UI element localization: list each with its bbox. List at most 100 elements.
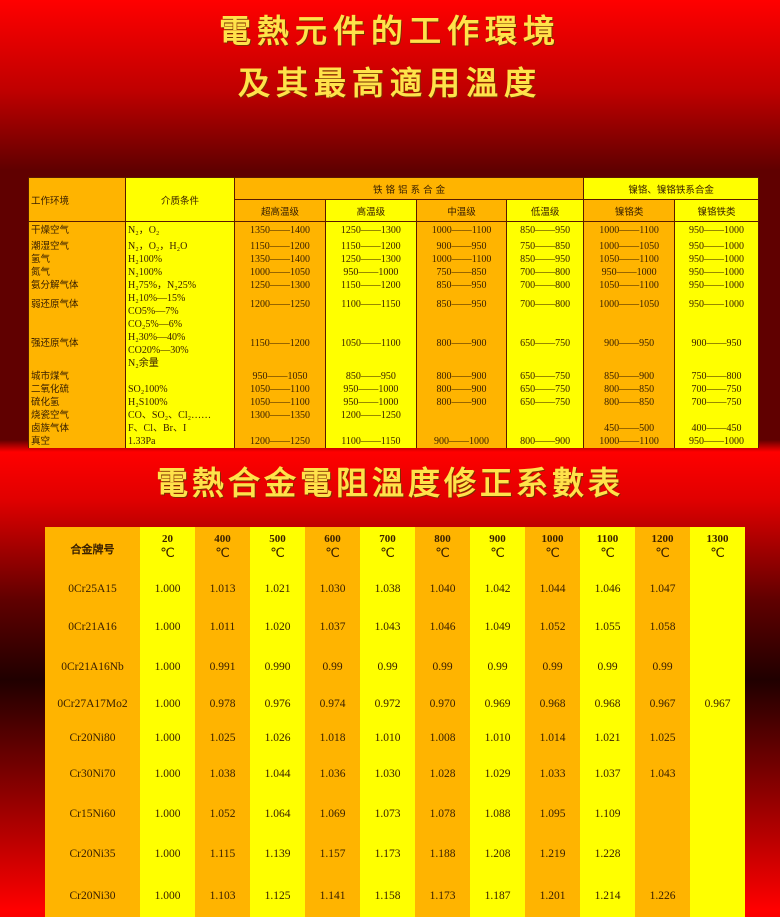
header-temperature: 800 ℃ <box>415 527 470 571</box>
coefficient-cell: 1.046 <box>580 571 635 607</box>
temperature-range-cell: 850——950 <box>506 221 585 240</box>
medium-line: H₂30%—40% <box>128 331 186 343</box>
coefficient-cell: 1.208 <box>470 834 525 874</box>
celsius-unit: ℃ <box>655 545 670 560</box>
coefficient-cell: 1.095 <box>525 794 580 834</box>
medium-line: CO₂5%—6% <box>128 318 183 330</box>
table-row: 烧瓷空气 CO、SO₂、Cl₂…… 1300——1350 1200——1250 <box>28 408 759 422</box>
medium-cell: H₂100% <box>125 252 235 266</box>
coefficient-cell: 0.967 <box>690 687 745 721</box>
alloy-grade-cell: 0Cr21A16 <box>45 607 140 647</box>
medium-line: H₂S100% <box>128 396 168 408</box>
temperature-range-cell: 1150——1200 <box>234 239 326 253</box>
temperature-range-cell: 1200——1250 <box>234 291 326 318</box>
coefficient-cell <box>690 754 745 794</box>
table-row: 0Cr25A15 1.000 1.013 1.021 1.030 1.038 1.040 1.… <box>45 571 745 607</box>
coefficient-cell: 1.078 <box>415 794 470 834</box>
temperature-range-cell <box>415 421 508 435</box>
temperature-range-cell: 1050——1100 <box>234 395 326 409</box>
coefficient-cell: 1.000 <box>140 754 195 794</box>
temperature-range-cell: 850——950 <box>506 252 585 266</box>
coefficient-cell: 1.040 <box>415 571 470 607</box>
temperature-range-cell: 950——1000 <box>324 265 417 279</box>
coefficient-cell: 1.000 <box>140 607 195 647</box>
coefficient-cell: 1.030 <box>305 571 360 607</box>
table-row: 弱还原气体 H₂10%—15% CO5%—7% 1200——1250 1100——115… <box>28 291 759 318</box>
table-row: 氢气 H₂100% 1350——1400 1250——1300 1000——1100 85… <box>28 252 759 266</box>
temperature-range-cell: 800——900 <box>506 434 585 448</box>
table-row: 强还原气体 CO₂5%—6% H₂30%—40% CO20%—30% N₂余量 1150—… <box>28 317 759 370</box>
temperature-range-cell: 900——950 <box>674 317 759 370</box>
subheader: 低温级 <box>506 199 585 222</box>
coefficient-cell <box>690 834 745 874</box>
table-row: 氮气 N₂100% 1000——1050 950——1000 750——850 700——… <box>28 265 759 279</box>
coefficient-cell: 1.043 <box>360 607 415 647</box>
subheader: 超高温级 <box>234 199 326 222</box>
coefficient-cell: 0.99 <box>360 647 415 687</box>
coefficient-cell: 1.018 <box>305 721 360 754</box>
coefficient-cell: 1.037 <box>305 607 360 647</box>
celsius-unit: ℃ <box>215 545 230 560</box>
table-row: 0Cr21A16 1.000 1.011 1.020 1.037 1.043 1.046 1.… <box>45 607 745 647</box>
temperature-range-cell <box>415 408 508 422</box>
celsius-unit: ℃ <box>160 545 175 560</box>
header-temperature: 500 ℃ <box>250 527 305 571</box>
coefficient-cell: 1.000 <box>140 647 195 687</box>
temperature-range-cell: 1050——1100 <box>583 278 676 292</box>
temperature-range-cell: 1200——1250 <box>234 434 326 448</box>
temperature-value: 700 <box>379 533 396 545</box>
coefficient-cell <box>690 794 745 834</box>
coefficient-cell: 0.99 <box>580 647 635 687</box>
coefficient-cell: 1.044 <box>525 571 580 607</box>
coefficient-cell: 1.125 <box>250 874 305 917</box>
header-fecral-group: 铁 铬 铝 系 合 金 <box>233 177 585 200</box>
medium-cell: N₂，O₂ <box>125 221 235 240</box>
alloy-grade-cell: Cr20Ni30 <box>45 874 140 917</box>
coefficient-cell: 1.219 <box>525 834 580 874</box>
environment-cell: 强还原气体 <box>28 317 126 370</box>
header-temperature: 400 ℃ <box>195 527 250 571</box>
coefficient-cell: 1.173 <box>360 834 415 874</box>
page-title-line-1: 電熱元件的工作環境 <box>218 12 561 50</box>
section-title: 電熱合金電阻溫度修正系數表 <box>155 464 624 502</box>
temperature-range-cell: 700——800 <box>506 265 585 279</box>
coefficient-cell: 1.037 <box>580 754 635 794</box>
environment-cell: 真空 <box>28 434 126 448</box>
temperature-range-cell: 1000——1050 <box>583 291 676 318</box>
coefficient-cell: 1.030 <box>360 754 415 794</box>
coefficient-cell: 1.036 <box>305 754 360 794</box>
header-environment: 工作环境 <box>28 177 126 222</box>
temperature-range-cell <box>506 408 585 422</box>
temperature-range-cell: 1200——1250 <box>324 408 417 422</box>
celsius-unit: ℃ <box>545 545 560 560</box>
coefficient-cell: 1.226 <box>635 874 690 917</box>
temperature-range-cell: 950——1000 <box>674 291 759 318</box>
coefficient-cell: 0.99 <box>635 647 690 687</box>
temperature-range-cell: 800——850 <box>583 395 676 409</box>
coefficient-cell <box>635 834 690 874</box>
coefficient-cell: 1.000 <box>140 794 195 834</box>
temperature-range-cell <box>506 421 585 435</box>
coefficient-cell: 1.000 <box>140 721 195 754</box>
coefficient-cell: 1.038 <box>360 571 415 607</box>
coefficient-cell: 1.000 <box>140 687 195 721</box>
coefficient-cell <box>690 607 745 647</box>
temperature-range-cell: 1250——1300 <box>324 221 417 240</box>
temperature-range-cell: 1150——1200 <box>324 239 417 253</box>
coefficient-cell: 1.011 <box>195 607 250 647</box>
temperature-range-cell: 1000——1100 <box>583 221 676 240</box>
temperature-range-cell: 800——900 <box>415 395 508 409</box>
temperature-range-cell: 1250——1300 <box>234 278 326 292</box>
environment-cell: 二氧化硫 <box>28 382 126 396</box>
coefficient-cell: 1.073 <box>360 794 415 834</box>
coefficient-cell: 1.115 <box>195 834 250 874</box>
coefficient-cell: 1.044 <box>250 754 305 794</box>
temperature-range-cell: 950——1000 <box>324 395 417 409</box>
coefficient-cell: 1.046 <box>415 607 470 647</box>
temperature-range-cell: 950——1000 <box>674 239 759 253</box>
celsius-unit: ℃ <box>380 545 395 560</box>
temperature-range-cell: 1300——1350 <box>234 408 326 422</box>
temperature-value: 600 <box>324 533 341 545</box>
coefficient-cell: 1.038 <box>195 754 250 794</box>
temperature-range-cell: 850——900 <box>583 369 676 383</box>
